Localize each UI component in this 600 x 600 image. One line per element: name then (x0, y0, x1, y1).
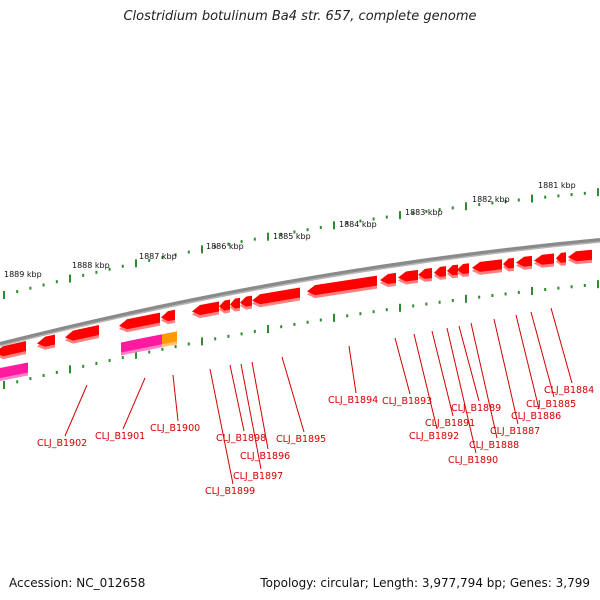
gene-arrow (503, 257, 514, 269)
gene-arrow (472, 259, 502, 272)
gene-arrow (380, 272, 396, 285)
gene-leader-line (209, 368, 234, 485)
gene-leader-line (240, 363, 262, 470)
gene-label: CLJ_B1888 (469, 440, 519, 451)
gene-leader-line (413, 333, 438, 430)
gene-arrow (398, 269, 418, 282)
gene-arrow (252, 287, 300, 305)
gene-leader-line (550, 307, 573, 384)
gene-label: CLJ_B1898 (216, 433, 266, 444)
rna-feature (121, 334, 162, 353)
gene-leader-line (493, 318, 519, 425)
ruler-labels: 1889 kbp 1888 kbp 1887 kbp 1886 kbp 1885 kbp… (4, 181, 576, 279)
gene-leader-line (172, 374, 179, 422)
gene-arrow (230, 297, 240, 309)
ruler-label: 1885 kbp (273, 232, 311, 241)
gene-label: CLJ_B1884 (544, 385, 594, 396)
gene-label: CLJ_B1885 (526, 399, 576, 410)
gene-label: CLJ_B1890 (448, 455, 498, 466)
ruler-label: 1887 kbp (139, 252, 177, 261)
gene-leader-line (431, 330, 454, 417)
gene-arrow (161, 309, 175, 322)
inner-tick-ring (3, 280, 599, 390)
gene-label-leaders (64, 307, 573, 485)
gene-leader-line (458, 325, 480, 402)
rna-feature (0, 362, 28, 379)
gene-arrow (568, 249, 592, 262)
gene-label: CLJ_B1901 (95, 431, 145, 442)
gene-leader-line (64, 384, 88, 437)
orange-feature (162, 331, 177, 345)
gene-label: CLJ_B1895 (276, 434, 326, 445)
ruler-label: 1888 kbp (72, 261, 110, 270)
gene-label: CLJ_B1894 (328, 395, 378, 406)
gene-leader-line (251, 361, 269, 450)
gene-arrow (434, 266, 446, 277)
gene-label: CLJ_B1892 (409, 431, 459, 442)
ruler-label: 1886 kbp (206, 242, 244, 251)
gene-arrow (418, 267, 432, 279)
gene-labels: CLJ_B1902 CLJ_B1901 CLJ_B1900 CLJ_B1899 CLJ_… (37, 385, 594, 497)
gene-label: CLJ_B1889 (451, 403, 501, 414)
gene-leader-line (515, 314, 540, 410)
gene-leader-line (446, 327, 477, 454)
genome-backbone (0, 238, 600, 347)
gene-leader-line (530, 311, 555, 398)
gene-label: CLJ_B1900 (150, 423, 200, 434)
outer-tick-ring (3, 188, 599, 299)
gene-arrow (534, 253, 554, 265)
gene-arrow (65, 325, 99, 341)
gene-leader-line (229, 364, 245, 432)
topology-stats-text: Topology: circular; Length: 3,977,794 bp… (260, 576, 590, 590)
gene-leader-line (122, 377, 146, 430)
ruler-label: 1884 kbp (339, 220, 377, 229)
gene-leader-line (394, 337, 411, 395)
gene-label: CLJ_B1896 (240, 451, 290, 462)
accession-text: Accession: NC_012658 (9, 576, 146, 590)
gene-track (0, 249, 592, 382)
gene-leader-line (470, 322, 498, 439)
gene-arrow (457, 263, 469, 274)
gene-arrow (37, 334, 55, 347)
gene-label: CLJ_B1891 (425, 418, 475, 429)
gene-leader-line (348, 345, 357, 394)
gene-arrow (192, 301, 219, 315)
ruler-label: 1882 kbp (472, 195, 510, 204)
gene-arrow (219, 299, 230, 311)
ruler-label: 1883 kbp (405, 208, 443, 217)
ruler-label: 1889 kbp (4, 270, 42, 279)
gene-arrow (307, 275, 377, 296)
gene-label: CLJ_B1886 (511, 411, 561, 422)
gene-arrow (119, 312, 160, 330)
gene-arrow (240, 295, 252, 307)
gene-arrow (447, 264, 458, 276)
gene-label: CLJ_B1902 (37, 438, 87, 449)
gene-label: CLJ_B1899 (205, 486, 255, 497)
genome-title: Clostridium botulinum Ba4 str. 657, comp… (123, 9, 477, 24)
ruler-label: 1881 kbp (538, 181, 576, 190)
gene-label: CLJ_B1887 (490, 426, 540, 437)
gene-leader-line (281, 356, 305, 433)
gene-arrow (516, 255, 532, 267)
gene-arrow (0, 341, 26, 357)
gene-label: CLJ_B1893 (382, 396, 432, 407)
gene-arrow (556, 252, 566, 263)
gene-label: CLJ_B1897 (233, 471, 283, 482)
